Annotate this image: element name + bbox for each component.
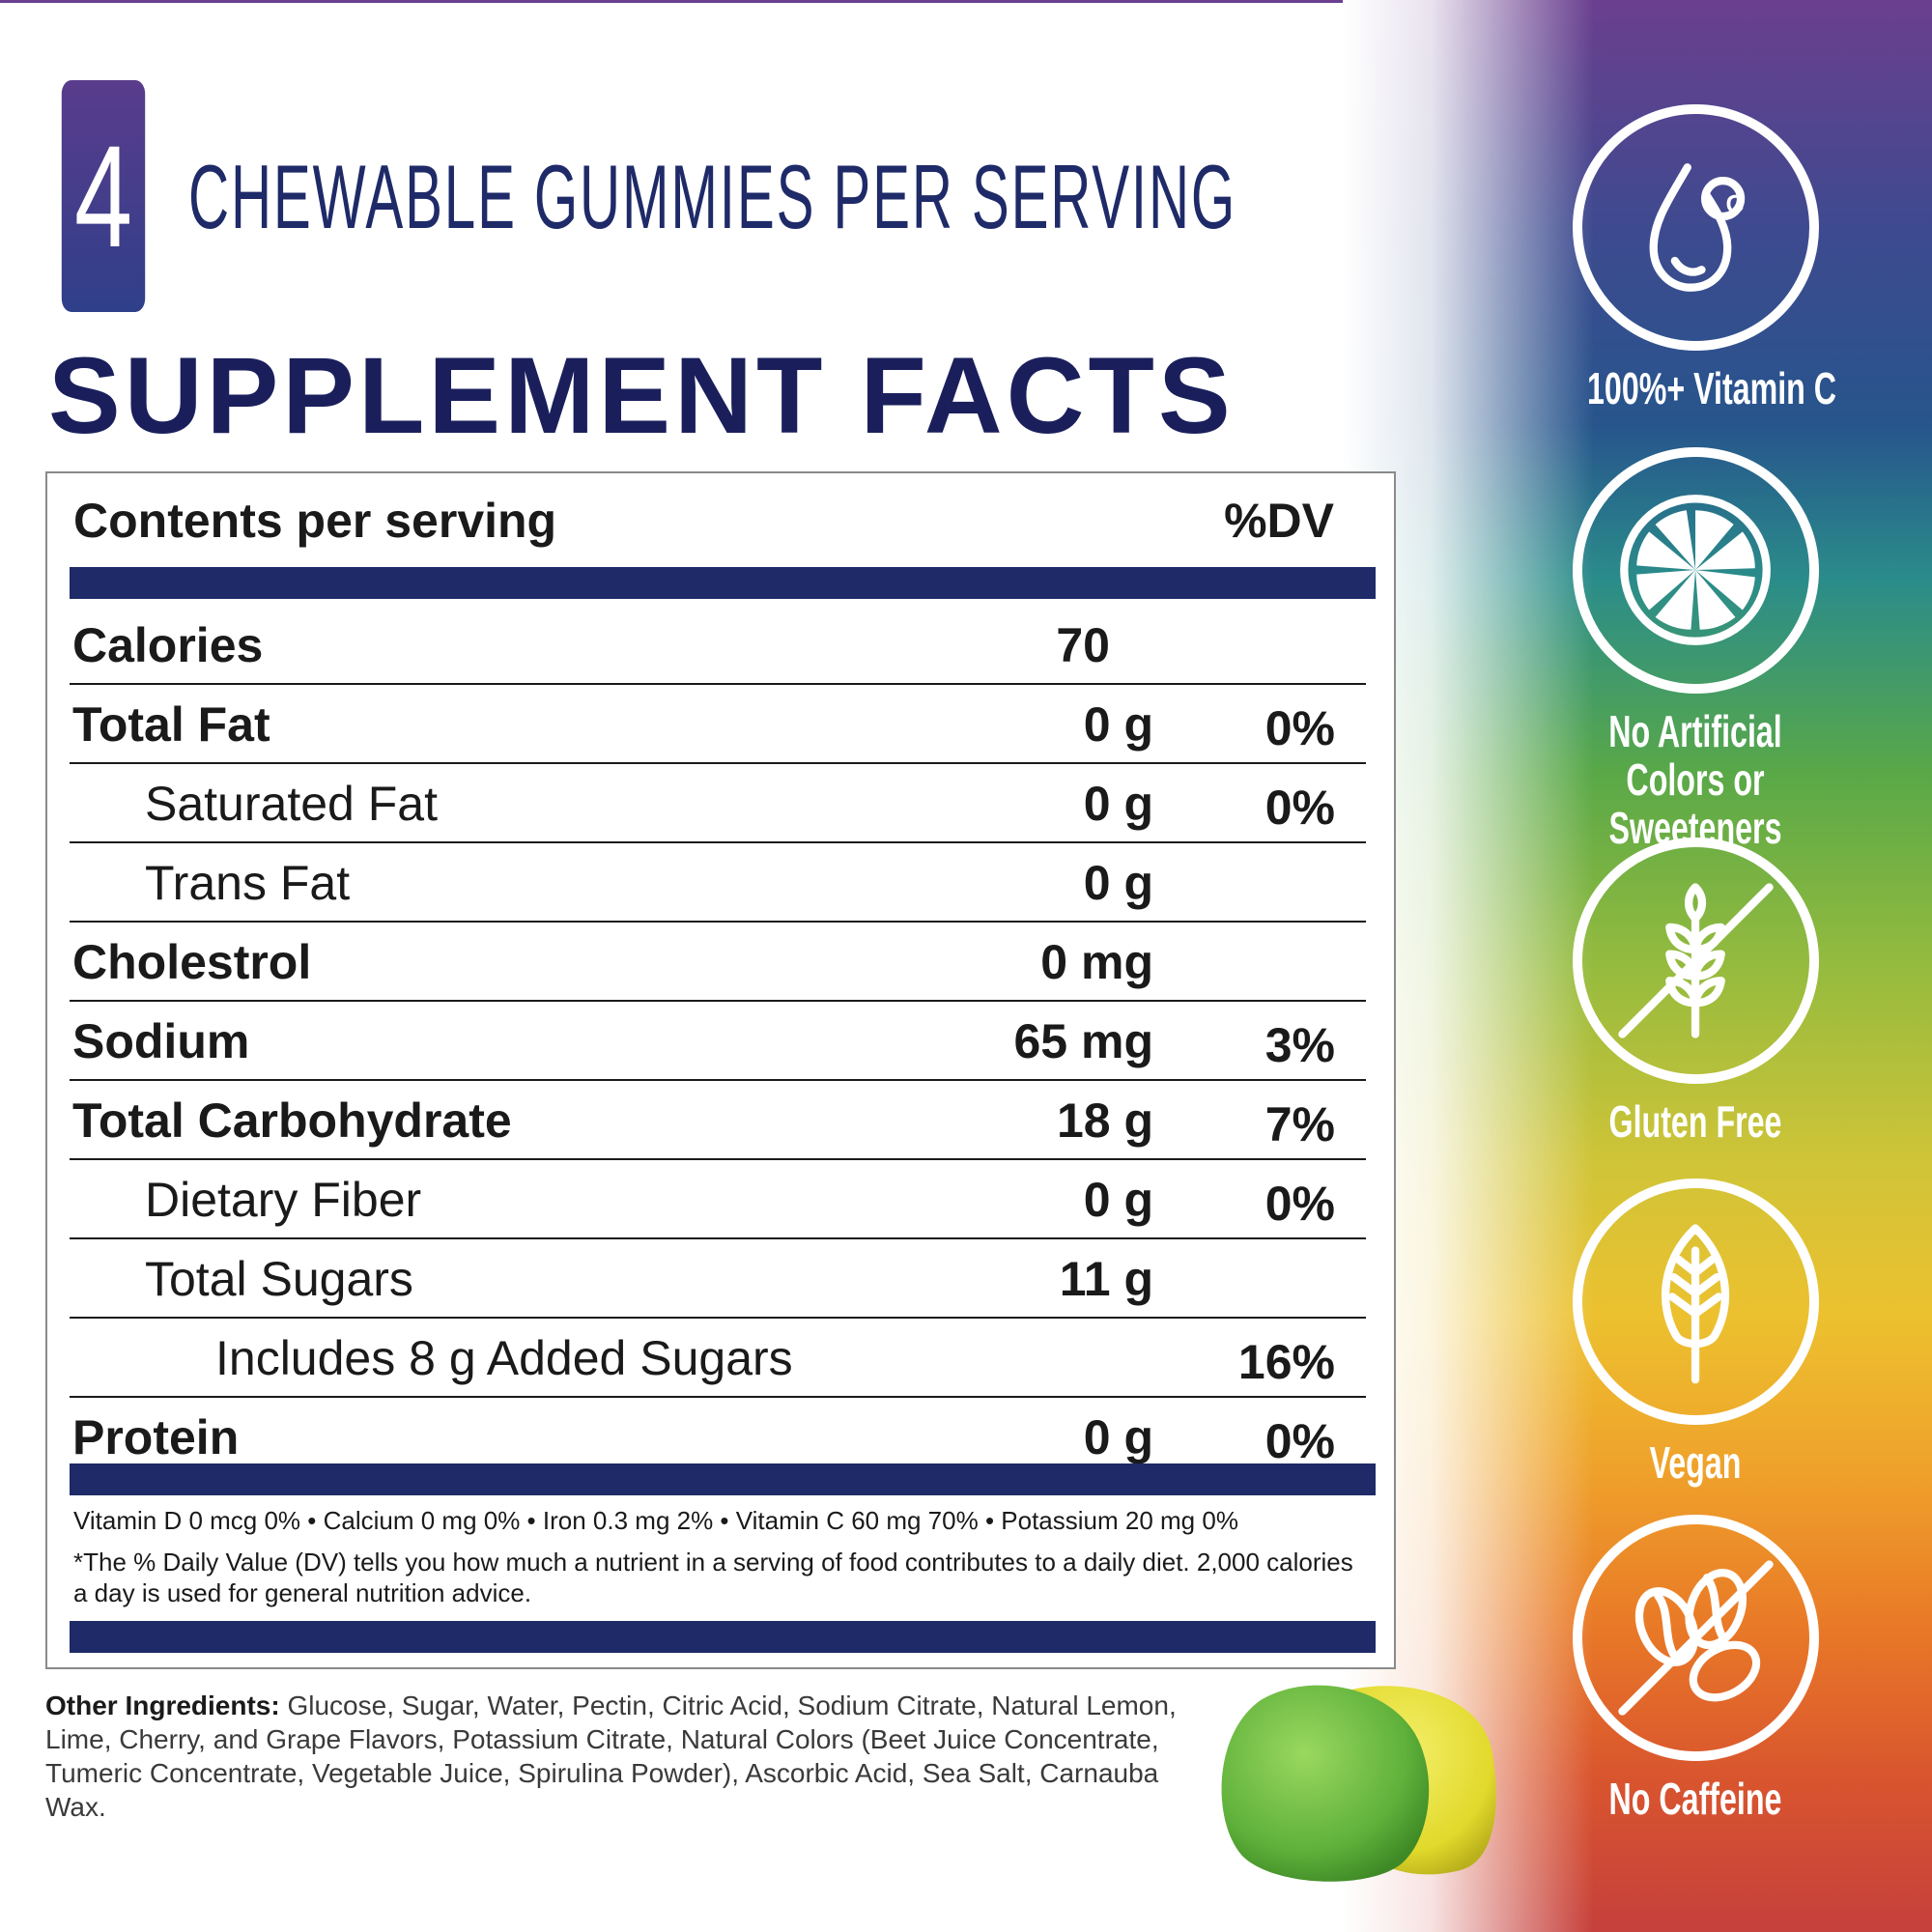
vitamins-line: Vitamin D 0 mcg 0% • Calcium 0 mg 0% • I…	[73, 1506, 1238, 1535]
badge-label: No Artificial Colors or Sweeteners	[1608, 706, 1782, 853]
nutrient-amount: 0 g	[1083, 1410, 1153, 1464]
supplement-facts-panel: Contents per serving %DV Calories 70 Tot…	[45, 471, 1396, 1669]
ingredients-text: Glucose, Sugar, Water, Pectin, Citric Ac…	[45, 1690, 1177, 1822]
ingredients-label: Other Ingredients:	[45, 1690, 280, 1720]
nutrient-dv: 0%	[1264, 1414, 1335, 1468]
badge-gluten-free: Gluten Free	[1541, 838, 1850, 1146]
leaf-icon	[1572, 1179, 1819, 1425]
gummies-image	[1221, 1685, 1496, 1882]
badge-vegan: Vegan	[1541, 1179, 1850, 1487]
badge-label: Vegan	[1649, 1437, 1742, 1488]
nutrient-name: Cholestrol	[72, 935, 312, 989]
nutrient-name: Includes 8 g Added Sugars	[215, 1331, 793, 1385]
nutrient-rows: Calories 70 Total Fat 0 g 0% Saturated F…	[70, 606, 1366, 1475]
badge-no-artificial: No Artificial Colors or Sweeteners	[1541, 447, 1850, 852]
table-row: Cholestrol 0 mg	[70, 923, 1366, 1002]
nutrient-name: Total Fat	[72, 697, 270, 752]
nutrient-name: Protein	[72, 1410, 240, 1464]
badge-no-caffeine: No Caffeine	[1541, 1515, 1850, 1823]
table-row: Total Carbohydrate 18 g 7%	[70, 1081, 1366, 1160]
badge-label: Gluten Free	[1608, 1096, 1782, 1147]
table-row: Trans Fat 0 g	[70, 843, 1366, 923]
other-ingredients: Other Ingredients: Glucose, Sugar, Water…	[45, 1689, 1205, 1824]
nutrient-name: Dietary Fiber	[145, 1173, 422, 1227]
table-row: Protein 0 g 0%	[70, 1398, 1366, 1475]
nutrient-name: Calories	[72, 618, 264, 672]
serving-count-badge: 4	[61, 80, 146, 312]
nutrient-dv: 16%	[1237, 1335, 1335, 1389]
nutrient-name: Total Carbohydrate	[72, 1094, 512, 1148]
page-title: SUPPLEMENT FACTS	[48, 335, 1235, 456]
nutrient-amount: 11 g	[1059, 1252, 1153, 1306]
table-row: Total Sugars 11 g	[70, 1239, 1366, 1319]
nutrient-dv: 3%	[1264, 1018, 1335, 1072]
nutrient-name: Sodium	[72, 1014, 250, 1068]
nutrient-amount: 0 mg	[1040, 935, 1153, 989]
footer-divider-bar	[70, 1621, 1376, 1653]
nutrient-amount: 70	[1056, 618, 1110, 672]
table-row: Sodium 65 mg 3%	[70, 1002, 1366, 1081]
nutrient-amount: 0 g	[1083, 1173, 1153, 1227]
bottom-divider-bar	[70, 1463, 1376, 1495]
top-divider-bar	[70, 567, 1376, 599]
dv-footnote: *The % Daily Value (DV) tells you how mu…	[73, 1548, 1353, 1607]
no-coffee-bean-icon	[1572, 1515, 1819, 1761]
badge-label: No Caffeine	[1608, 1774, 1782, 1824]
badge-label: 100%+ Vitamin C	[1587, 363, 1837, 413]
table-row: Dietary Fiber 0 g 0%	[70, 1160, 1366, 1239]
table-row: Calories 70	[70, 606, 1366, 685]
nutrient-dv: 7%	[1264, 1097, 1335, 1151]
no-wheat-icon	[1572, 838, 1819, 1084]
nutrient-name: Saturated Fat	[145, 777, 438, 831]
nutrient-name: Trans Fat	[145, 856, 351, 910]
serving-title: CHEWABLE GUMMIES PER SERVING	[188, 146, 1237, 247]
nutrient-amount: 0 g	[1083, 856, 1153, 910]
nutrient-amount: 65 mg	[1013, 1014, 1153, 1068]
green-gummy	[1221, 1685, 1430, 1882]
vitamin-c-drop-icon: C	[1572, 104, 1819, 351]
nutrient-dv: 0%	[1264, 1177, 1335, 1231]
top-accent-line	[0, 0, 1932, 3]
nutrient-dv: 0%	[1264, 701, 1335, 755]
nutrient-amount: 18 g	[1056, 1094, 1153, 1148]
nutrient-amount: 0 g	[1083, 697, 1153, 752]
table-row: Includes 8 g Added Sugars 16%	[70, 1319, 1366, 1398]
nutrient-dv: 0%	[1264, 781, 1335, 835]
nutrient-name: Total Sugars	[145, 1252, 413, 1306]
nutrient-amount: 0 g	[1083, 777, 1153, 831]
table-row: Total Fat 0 g 0%	[70, 685, 1366, 764]
dv-label: %DV	[1224, 494, 1334, 548]
contents-label: Contents per serving	[73, 494, 557, 548]
badge-vitamin-c: C 100%+ Vitamin C	[1541, 104, 1850, 412]
citrus-slice-icon	[1572, 447, 1819, 694]
table-row: Saturated Fat 0 g 0%	[70, 764, 1366, 843]
